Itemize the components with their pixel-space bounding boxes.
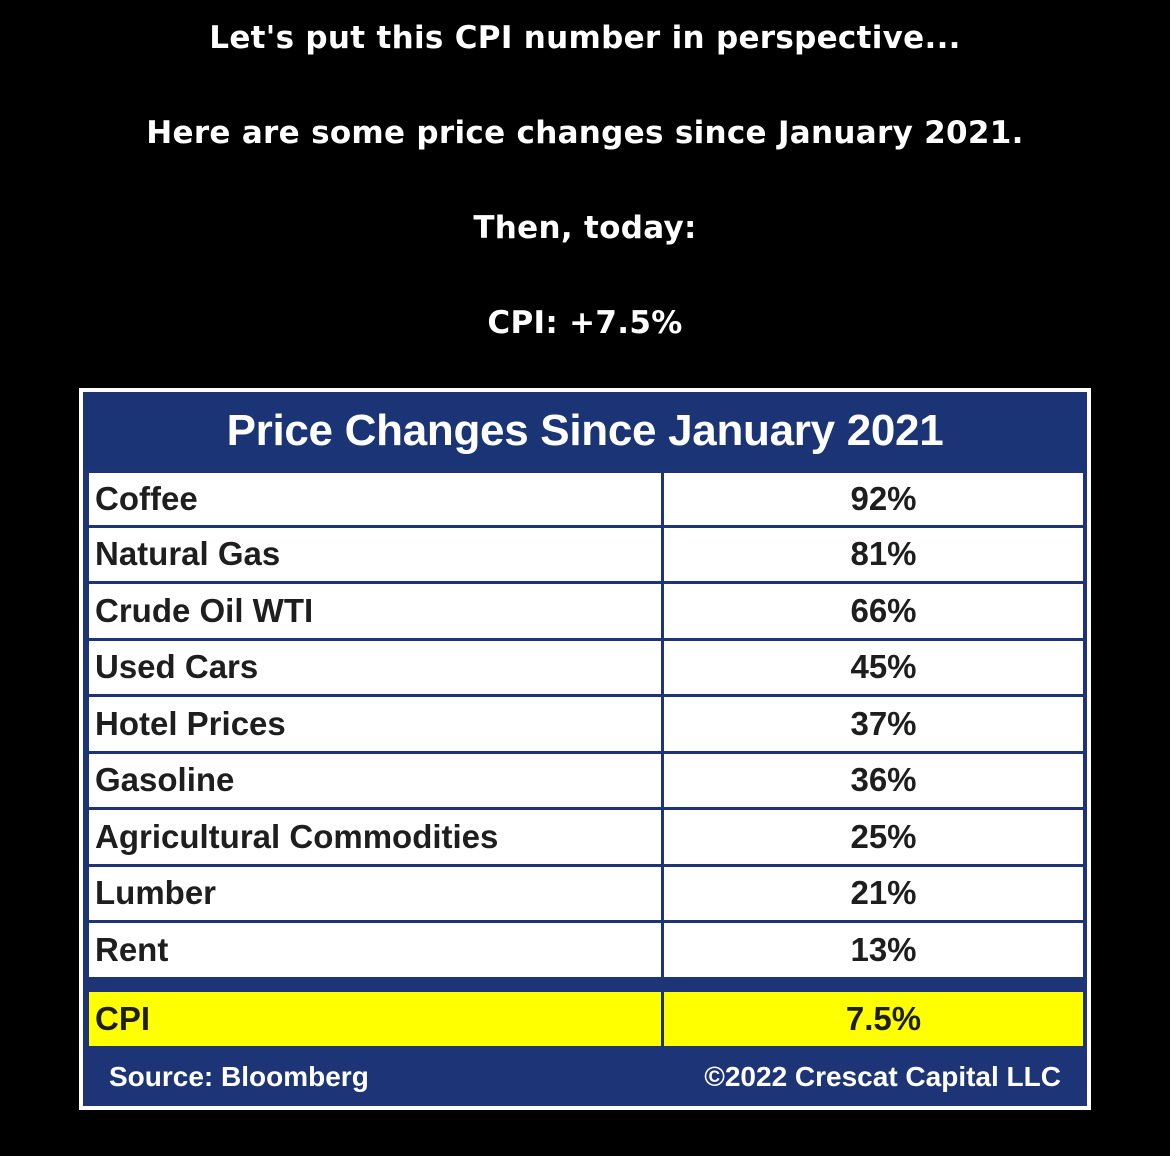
row-label: Gasoline	[87, 753, 664, 807]
table-row: Rent 13%	[87, 923, 1085, 980]
row-value: 66%	[664, 584, 1085, 638]
table-row: Natural Gas 81%	[87, 527, 1085, 584]
subheading: Here are some price changes since Januar…	[146, 115, 1024, 151]
row-label: Lumber	[87, 866, 664, 920]
row-value: 92%	[664, 473, 1085, 525]
table-title: Price Changes Since January 2021	[83, 392, 1087, 470]
copyright-note: ©2022 Crescat Capital LLC	[704, 1061, 1061, 1092]
table-row: Lumber 21%	[87, 866, 1085, 923]
row-label: Used Cars	[87, 640, 664, 694]
table-row: Used Cars 45%	[87, 640, 1085, 697]
row-label: Hotel Prices	[87, 697, 664, 751]
row-value: 37%	[664, 697, 1085, 751]
table-footer: Source: Bloomberg ©2022 Crescat Capital …	[83, 1048, 1087, 1106]
row-value: 81%	[664, 527, 1085, 581]
price-changes-table: Price Changes Since January 2021 Coffee …	[79, 388, 1091, 1110]
row-value: 45%	[664, 640, 1085, 694]
row-value: 13%	[664, 923, 1085, 977]
cpi-headline: CPI: +7.5%	[487, 305, 683, 341]
table-row: Agricultural Commodities 25%	[87, 810, 1085, 867]
then-today-label: Then, today:	[473, 210, 697, 246]
cpi-value: 7.5%	[664, 992, 1085, 1046]
intro-heading: Let's put this CPI number in perspective…	[209, 20, 961, 56]
source-note: Source: Bloomberg	[109, 1061, 369, 1092]
table-row: Hotel Prices 37%	[87, 697, 1085, 754]
row-value: 21%	[664, 866, 1085, 920]
row-value: 36%	[664, 753, 1085, 807]
cpi-label: CPI	[87, 992, 664, 1046]
row-label: Coffee	[87, 473, 664, 525]
row-value: 25%	[664, 810, 1085, 864]
row-label: Rent	[87, 923, 664, 977]
row-label: Agricultural Commodities	[87, 810, 664, 864]
table-row: Gasoline 36%	[87, 753, 1085, 810]
table-body: Price Changes Since January 2021 Coffee …	[83, 392, 1087, 1106]
row-label: Crude Oil WTI	[87, 584, 664, 638]
table-rows: Coffee 92% Natural Gas 81% Crude Oil WTI…	[87, 471, 1085, 980]
table-row: Coffee 92%	[87, 471, 1085, 528]
table-row: Crude Oil WTI 66%	[87, 584, 1085, 641]
row-label: Natural Gas	[87, 527, 664, 581]
cpi-highlight-row: CPI 7.5%	[87, 992, 1085, 1046]
